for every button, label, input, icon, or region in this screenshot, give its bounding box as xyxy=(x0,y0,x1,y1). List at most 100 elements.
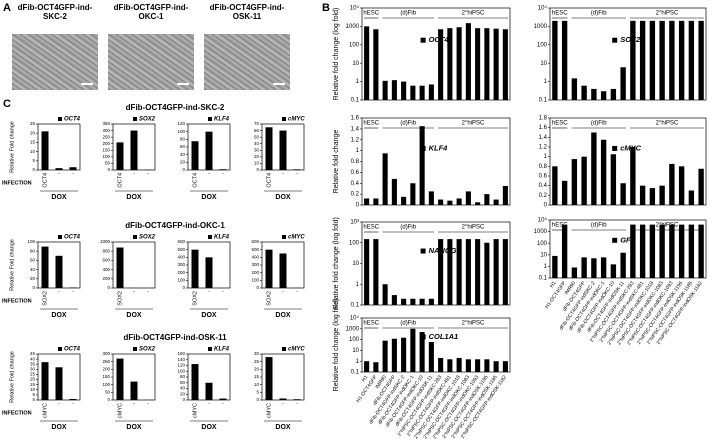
y-tick-label: 1 xyxy=(356,359,360,365)
bar xyxy=(428,84,434,100)
bar xyxy=(410,328,416,372)
bar xyxy=(401,81,407,100)
bar xyxy=(669,163,675,205)
y-axis-label: Relative Fold change xyxy=(9,239,15,291)
y-tick-label: 20 xyxy=(254,154,260,159)
y-tick-label: 0 xyxy=(356,203,360,209)
y-tick-label: 0 xyxy=(182,285,185,290)
y-tick-label: 80 xyxy=(180,374,186,379)
x-axis-label: DOX xyxy=(275,424,291,431)
y-tick-label: 1.8 xyxy=(539,116,548,122)
bar xyxy=(639,224,646,278)
y-tick-label: 200 xyxy=(102,141,110,146)
legend-swatch xyxy=(612,145,618,151)
bar xyxy=(373,198,379,205)
bar xyxy=(649,188,656,205)
bar xyxy=(475,239,481,305)
y-tick-label: 300 xyxy=(177,262,185,267)
y-tick-label: 30 xyxy=(254,147,260,152)
y-tick-label: 20 xyxy=(254,367,260,372)
bar xyxy=(419,298,425,305)
chart-title: SOX2 xyxy=(139,347,156,353)
bar xyxy=(41,131,49,170)
bar xyxy=(447,28,453,100)
x-tick-label: H1 xyxy=(549,280,558,289)
bar xyxy=(484,242,490,305)
chart-title: cMYC xyxy=(288,235,305,241)
y-tick-label: 800 xyxy=(102,248,110,253)
y-axis-label: Relative fold change xyxy=(333,130,340,194)
y-tick-label: 0.2 xyxy=(539,193,548,199)
y-tick-label: 1000 xyxy=(534,24,548,30)
bar xyxy=(265,357,273,400)
bar xyxy=(364,239,370,305)
legend-swatch xyxy=(58,117,62,121)
legend-swatch xyxy=(420,145,426,151)
x-tick-label: cMYC xyxy=(117,403,123,418)
bar xyxy=(698,224,704,278)
y-tick-label: 0 xyxy=(256,397,259,402)
bar xyxy=(475,28,481,100)
y-tick-label: 300 xyxy=(251,262,259,267)
group-label: 2°hiPSC xyxy=(462,225,485,231)
panel-label: C xyxy=(3,98,11,110)
y-tick-label: 25 xyxy=(30,121,36,126)
bar xyxy=(265,249,273,288)
y-tick-label: 120 xyxy=(177,121,185,126)
bar xyxy=(456,198,462,205)
bar xyxy=(293,399,301,400)
bar xyxy=(55,168,63,170)
bar xyxy=(620,252,626,278)
bar xyxy=(493,199,499,205)
bar xyxy=(678,166,685,205)
bar xyxy=(561,20,568,101)
bar xyxy=(41,362,49,400)
row-label: INFECTION xyxy=(2,298,32,304)
bar xyxy=(698,20,704,101)
bar xyxy=(465,239,471,305)
bar xyxy=(382,340,388,372)
bar xyxy=(364,198,370,205)
x-tick-label: OCT4 xyxy=(266,173,272,188)
y-tick-label: 0 xyxy=(107,285,110,290)
y-tick-label: 10 xyxy=(540,252,547,258)
x-tick-label: cMYC xyxy=(192,403,198,418)
bar xyxy=(581,85,587,100)
y-tick-label: 1 xyxy=(356,282,360,288)
bar xyxy=(502,185,508,205)
chart-title: KLF4 xyxy=(214,117,230,123)
chart-title: KLF4 xyxy=(214,347,230,353)
y-tick-label: 200 xyxy=(177,270,185,275)
y-tick-label: 1 xyxy=(544,154,548,160)
bar xyxy=(373,29,379,100)
group-label: hESC xyxy=(552,11,568,17)
chart-title: OCT4 xyxy=(64,235,81,241)
chart-title: cMYC xyxy=(620,143,641,152)
bar xyxy=(610,154,617,205)
x-tick-label: SOX2 xyxy=(42,291,48,306)
bar xyxy=(484,194,490,205)
row-label: INFECTION xyxy=(2,410,32,416)
y-tick-label: 10 xyxy=(254,382,260,387)
y-tick-label: 10 xyxy=(352,348,359,354)
x-tick-label: - xyxy=(282,170,284,176)
bar xyxy=(688,224,695,278)
y-tick-label: 1000 xyxy=(534,229,548,235)
y-tick-label: 0 xyxy=(256,167,259,172)
legend-swatch xyxy=(420,248,426,254)
y-tick-label: 30 xyxy=(254,351,260,356)
x-tick-label: SOX2 xyxy=(266,291,272,306)
bar xyxy=(600,257,607,278)
x-tick-label: - xyxy=(58,170,60,176)
y-tick-label: 10 xyxy=(30,149,36,154)
y-tick-label: 0.8 xyxy=(351,159,360,165)
bar xyxy=(581,257,587,278)
chart-title: KLF4 xyxy=(429,143,449,152)
x-tick-label: - xyxy=(208,170,210,176)
legend-swatch xyxy=(282,235,286,239)
bar xyxy=(698,168,704,205)
chart-title: NANOG xyxy=(429,246,457,255)
bar xyxy=(205,257,213,288)
x-tick-label: - xyxy=(72,400,74,406)
y-tick-label: 25 xyxy=(30,372,36,377)
